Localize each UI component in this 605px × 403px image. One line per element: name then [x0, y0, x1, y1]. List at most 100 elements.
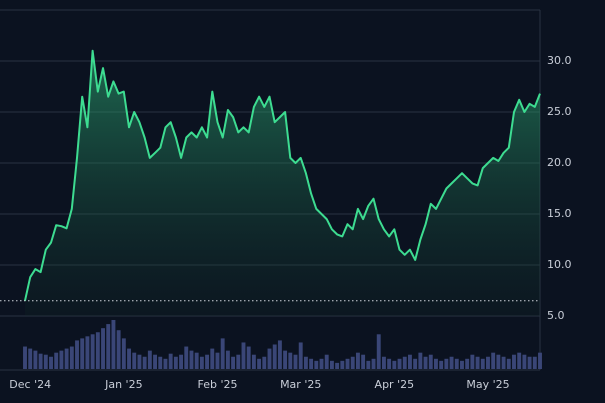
x-tick-label: Feb '25 [197, 378, 237, 391]
area-fill [25, 50, 540, 317]
volume-bar [407, 354, 412, 369]
volume-bar [454, 358, 459, 369]
volume-bar [517, 352, 522, 369]
volume-bar [225, 350, 230, 369]
volume-bar [277, 340, 282, 369]
volume-bar [147, 350, 152, 369]
volume-bar [153, 354, 158, 369]
volume-bar [189, 350, 194, 369]
volume-bar [173, 356, 178, 369]
volume-bar [449, 356, 454, 369]
volume-bar [324, 354, 329, 369]
volume-bar [506, 358, 511, 369]
volume-bar [418, 352, 423, 369]
x-tick-label: May '25 [466, 378, 509, 391]
volume-bar [470, 354, 475, 369]
volume-bar [85, 336, 90, 369]
volume-bar [392, 360, 397, 369]
volume-bar [272, 344, 277, 369]
volume-bar [241, 342, 246, 369]
volume-bar [444, 358, 449, 369]
volume-bar [121, 338, 126, 369]
volume-bar [194, 352, 199, 369]
volume-bar [106, 324, 111, 369]
volume-bar [199, 356, 204, 369]
x-tick-label: Dec '24 [9, 378, 51, 391]
volume-bar [329, 360, 334, 369]
volume-bar [283, 350, 288, 369]
volume-bar [527, 356, 532, 369]
volume-bar [33, 350, 38, 369]
volume-bar [220, 338, 225, 369]
y-tick-label: 15.0 [547, 207, 572, 220]
y-tick-label: 25.0 [547, 105, 572, 118]
volume-bar [251, 354, 256, 369]
volume-bar [23, 346, 27, 369]
volume-bar [184, 346, 189, 369]
volume-bar [350, 356, 355, 369]
volume-bar [522, 354, 527, 369]
y-tick-label: 20.0 [547, 156, 572, 169]
volume-bar [319, 358, 324, 369]
volume-bar [49, 356, 53, 369]
volume-bar [132, 352, 137, 369]
price-line [24, 49, 541, 301]
x-tick-label: Apr '25 [375, 378, 415, 391]
volume-bar [69, 346, 74, 369]
volume-bar [168, 353, 173, 369]
volume-bar [90, 334, 95, 369]
y-tick-label: 10.0 [547, 258, 572, 271]
volume-bar [496, 354, 501, 369]
volume-bar [475, 356, 480, 369]
volume-bar [345, 358, 350, 369]
volume-bar [158, 356, 163, 369]
volume-bar [397, 358, 402, 369]
volume-bar [428, 354, 433, 369]
volume-bar [262, 356, 267, 369]
volume-bar [512, 354, 516, 369]
volume-bar [38, 353, 43, 369]
volume-bar [303, 356, 308, 369]
volume-bar [366, 360, 371, 369]
volume-bar [460, 360, 464, 369]
volume-bar [355, 352, 360, 369]
volume-bar [293, 354, 298, 369]
volume-bar [111, 320, 116, 369]
volume-bar [538, 352, 542, 369]
volume-bar [137, 354, 142, 369]
volume-bar [465, 358, 470, 369]
volume-bar [309, 358, 314, 369]
volume-bar [532, 356, 537, 369]
volume-bar [75, 340, 79, 369]
volume-bar [101, 328, 105, 369]
volume-bar [298, 342, 303, 369]
volume-bar [376, 334, 381, 369]
x-tick-label: Jan '25 [104, 378, 142, 391]
volume-bar [64, 348, 69, 369]
volume-bar [335, 362, 340, 369]
volume-bar [381, 356, 386, 369]
volume-bar [486, 356, 490, 369]
volume-bar [387, 358, 392, 369]
volume-bar [179, 354, 184, 369]
volume-bar [439, 360, 444, 369]
volume-bar [43, 354, 48, 369]
volume-bar [210, 348, 215, 369]
volume-bar [28, 348, 33, 369]
volume-bar [402, 356, 407, 369]
volume-bar [288, 352, 293, 369]
volume-bar [231, 356, 236, 369]
y-tick-label: 30.0 [547, 54, 572, 67]
volume-bar [80, 338, 85, 369]
volume-bar [236, 354, 241, 369]
volume-bar [501, 356, 506, 369]
volume-bar [59, 350, 64, 369]
volume-bar [413, 358, 418, 369]
x-tick-label: Mar '25 [280, 378, 321, 391]
volume-bar [434, 358, 438, 369]
volume-bar [371, 358, 376, 369]
volume-bar [480, 358, 485, 369]
volume-bar [361, 354, 366, 369]
volume-bar [491, 352, 496, 369]
volume-bar [205, 354, 210, 369]
